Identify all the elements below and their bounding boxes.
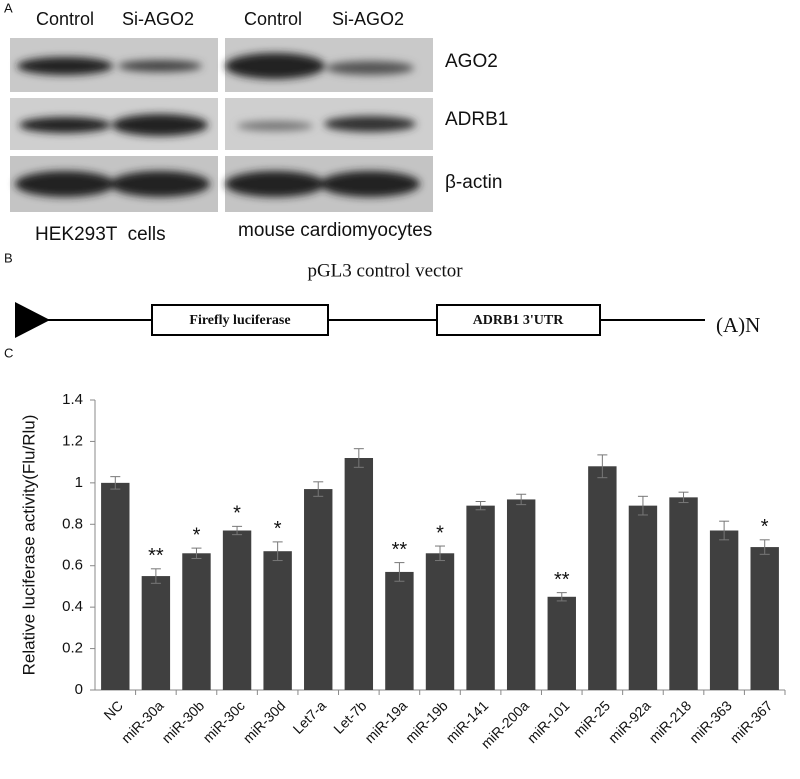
band — [324, 116, 416, 132]
bar — [628, 505, 658, 690]
y-tick-label: 0.2 — [62, 640, 83, 657]
column-label: Control — [36, 9, 94, 29]
bar — [182, 553, 211, 690]
significance: ** — [148, 545, 164, 567]
column-label: Si-AGO2 — [332, 9, 404, 29]
band — [225, 53, 325, 79]
band — [225, 171, 325, 197]
western-blots — [10, 38, 433, 212]
x-tick-label: miR-30a — [118, 697, 167, 746]
column-label: Si-AGO2 — [122, 9, 194, 29]
bar — [222, 530, 252, 690]
x-tick-label: miR-30c — [200, 697, 248, 745]
x-tick-label: Let-7b — [330, 697, 370, 737]
significance: * — [233, 503, 241, 525]
band — [118, 60, 202, 72]
band — [320, 171, 420, 197]
cell-label: HEK293T cells — [35, 224, 166, 245]
promoter-arrow — [15, 302, 50, 338]
box-label: Firefly luciferase — [189, 313, 290, 328]
bar — [669, 497, 698, 690]
bar — [344, 458, 374, 690]
band — [110, 171, 210, 197]
bar — [588, 466, 617, 690]
y-tick-label: 0.6 — [62, 557, 83, 574]
protein-label: AGO2 — [445, 51, 498, 72]
x-tick-label: Let7-a — [290, 697, 330, 737]
x-tick-label: miR-218 — [646, 697, 695, 746]
gene-box — [436, 304, 601, 336]
column-label: Control — [244, 9, 302, 29]
y-tick-label: 1.2 — [62, 432, 83, 449]
y-tick-label: 0.8 — [62, 515, 83, 532]
significance: ** — [392, 539, 408, 561]
bar — [506, 499, 536, 690]
band — [326, 61, 414, 75]
x-tick-label: miR-363 — [686, 697, 735, 746]
bar — [425, 553, 455, 690]
band — [15, 171, 115, 197]
x-tick-label: miR-367 — [727, 697, 776, 746]
vector-title: pGL3 control vector — [307, 260, 463, 281]
gene-box — [151, 304, 329, 336]
y-tick-label: 1.4 — [62, 391, 83, 408]
significance: * — [436, 522, 444, 544]
x-tick-label: miR-30d — [240, 697, 289, 746]
panel-label: B — [4, 250, 13, 265]
bar — [141, 576, 171, 690]
significance: * — [274, 518, 282, 540]
y-axis-label: Relative luciferase activity(Flu/Rlu) — [19, 415, 38, 676]
y-tick-label: 1 — [75, 474, 83, 491]
polya-label: (A)N — [716, 313, 760, 337]
y-tick-label: 0.4 — [62, 598, 83, 615]
significance: * — [761, 516, 769, 538]
x-tick-label: miR-92a — [605, 697, 654, 746]
x-tick-label: miR-30b — [158, 697, 207, 746]
bar-chart: Relative luciferase activity(Flu/Rlu) 0 0… — [19, 391, 786, 752]
x-tick-label: miR-101 — [524, 697, 573, 746]
bar — [547, 596, 576, 690]
bar — [304, 489, 333, 690]
box-label: ADRB1 3'UTR — [473, 313, 565, 328]
bar — [385, 571, 414, 690]
significance: ** — [554, 569, 570, 591]
y-tick-label: 0 — [75, 681, 83, 698]
significance: * — [193, 524, 201, 546]
bar — [101, 482, 130, 690]
x-tick-label: miR-19a — [361, 697, 410, 746]
band — [17, 57, 113, 75]
bar — [263, 551, 292, 690]
bar — [750, 547, 779, 690]
x-tick-label: miR-19b — [402, 697, 451, 746]
cell-label: mouse cardiomyocytes — [238, 220, 432, 241]
panel-label: A — [4, 0, 13, 15]
panel-label: C — [4, 345, 13, 360]
bar — [709, 530, 739, 690]
band — [19, 117, 111, 133]
band — [112, 114, 208, 136]
protein-label: ADRB1 — [445, 109, 508, 130]
band — [237, 121, 313, 131]
x-tick-label: NC — [100, 697, 126, 723]
protein-label: β-actin — [445, 172, 502, 193]
bar — [466, 505, 495, 690]
